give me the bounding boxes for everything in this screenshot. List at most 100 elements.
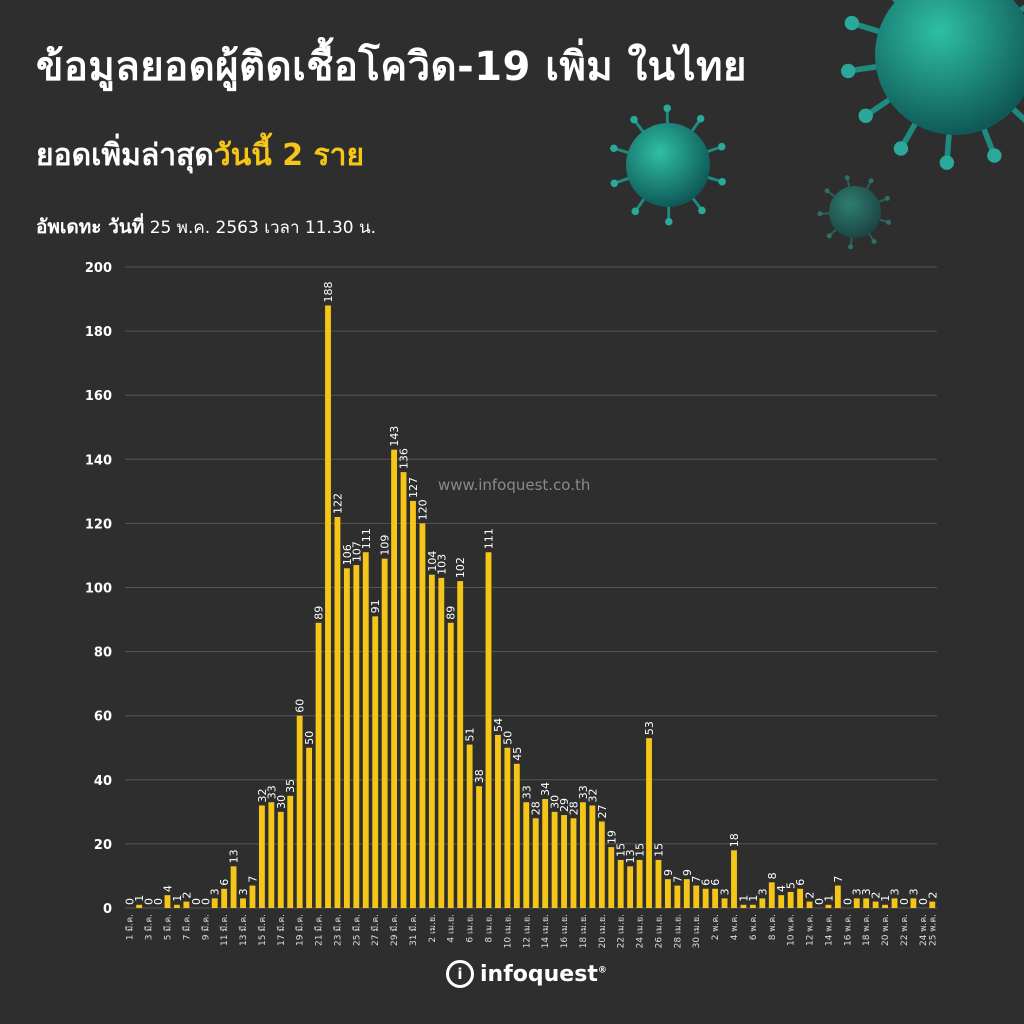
data-label: 50: [501, 731, 514, 745]
bar: [664, 879, 671, 908]
bar: [353, 565, 360, 908]
data-label: 30: [549, 795, 562, 809]
bar: [797, 888, 804, 908]
bar: [731, 850, 737, 908]
data-label: 13: [624, 849, 637, 863]
data-label: 0: [898, 898, 911, 905]
bar: [362, 552, 369, 908]
data-label: 127: [407, 477, 420, 498]
bar: [580, 802, 586, 908]
x-tick-label: 30 เม.ย.: [692, 914, 702, 948]
bar: [249, 885, 256, 908]
data-label: 107: [350, 541, 363, 562]
bar: [230, 866, 237, 908]
bar: [438, 577, 445, 908]
data-label: 103: [435, 554, 448, 575]
data-label: 8: [766, 872, 779, 879]
logo-text: infoquest®: [480, 962, 607, 987]
x-tick-label: 4 เม.ย.: [447, 914, 457, 943]
data-label: 111: [483, 528, 496, 549]
bar: [674, 885, 681, 908]
x-tick-label: 18 เม.ย.: [579, 914, 589, 948]
y-tick-label: 40: [94, 774, 112, 789]
bar: [466, 744, 473, 908]
bar: [768, 882, 775, 908]
y-tick-label: 0: [103, 902, 112, 917]
data-label: 35: [284, 779, 297, 793]
data-label: 1: [879, 895, 892, 902]
data-label: 18: [728, 833, 741, 847]
y-tick-label: 20: [94, 838, 112, 853]
data-label: 111: [360, 528, 373, 549]
x-tick-label: 2 พ.ค.: [711, 914, 721, 940]
data-label: 1: [737, 895, 750, 902]
update-line: อัพเดทะ วันที่ 25 พ.ค. 2563 เวลา 11.30 น…: [36, 212, 376, 242]
x-tick-label: 12 เม.ย.: [522, 914, 532, 948]
bar: [287, 795, 294, 908]
virus-icon-small: [817, 175, 892, 250]
bar: [381, 558, 388, 908]
bar: [740, 904, 747, 908]
data-label: 0: [917, 898, 930, 905]
data-label: 4: [775, 885, 788, 892]
x-tick-label: 16 พ.ค.: [843, 914, 853, 946]
x-tick-label: 6 เม.ย.: [466, 914, 476, 943]
data-label: 3: [860, 888, 873, 895]
bar: [400, 472, 407, 908]
bar: [268, 802, 275, 908]
bar: [863, 898, 870, 908]
x-tick-label: 4 พ.ค.: [730, 914, 740, 940]
data-label: 7: [671, 876, 684, 883]
y-tick-label: 120: [85, 517, 112, 532]
data-label: 89: [313, 606, 326, 620]
data-label: 0: [190, 898, 203, 905]
data-label: 34: [539, 782, 552, 796]
x-tick-label: 18 พ.ค.: [862, 914, 872, 946]
data-label: 7: [690, 876, 703, 883]
x-tick-label: 1 มี.ค.: [125, 914, 136, 940]
data-label: 32: [586, 788, 599, 802]
bar: [712, 888, 719, 908]
data-label: 53: [643, 721, 656, 735]
y-tick-label: 160: [85, 389, 112, 404]
data-label: 30: [275, 795, 288, 809]
bar: [419, 523, 426, 908]
x-tick-label: 24 เม.ย.: [636, 914, 646, 948]
bar: [523, 802, 530, 908]
y-tick-label: 180: [85, 325, 112, 340]
y-tick-label: 200: [85, 261, 112, 276]
update-label: อัพเดทะ วันที่: [36, 216, 145, 238]
bar: [410, 500, 416, 908]
data-label: 0: [124, 898, 137, 905]
x-tick-label: 22 พ.ค.: [900, 914, 910, 946]
data-label: 60: [294, 699, 307, 713]
x-tick-label: 2 เม.ย.: [428, 914, 438, 943]
data-label: 1: [747, 895, 760, 902]
data-label: 19: [605, 830, 618, 844]
data-label: 3: [237, 888, 250, 895]
bar: [693, 885, 700, 908]
y-tick-label: 60: [94, 710, 112, 725]
bar: [164, 895, 171, 908]
bar: [513, 763, 520, 908]
bar: [457, 581, 464, 908]
x-tick-label: 21 มี.ค.: [314, 914, 325, 946]
x-tick-label: 28 เม.ย.: [673, 914, 683, 948]
x-tick-label: 23 มี.ค.: [332, 914, 343, 946]
x-tick-label: 12 พ.ค.: [806, 914, 816, 946]
data-label: 1: [171, 895, 184, 902]
virus-icon-large: [840, 0, 1024, 170]
bar: [447, 622, 454, 908]
virus-icon-medium: [610, 104, 726, 226]
data-label: 0: [841, 898, 854, 905]
x-tick-label: 26 เม.ย.: [654, 914, 664, 948]
data-label: 0: [152, 898, 165, 905]
data-label: 33: [265, 785, 278, 799]
x-tick-label: 8 พ.ค.: [768, 914, 778, 940]
update-value: 25 พ.ค. 2563 เวลา 11.30 น.: [149, 218, 377, 238]
bar: [174, 904, 180, 908]
data-label: 122: [331, 493, 344, 514]
x-tick-label: 15 มี.ค.: [257, 914, 268, 946]
bar: [683, 879, 690, 908]
